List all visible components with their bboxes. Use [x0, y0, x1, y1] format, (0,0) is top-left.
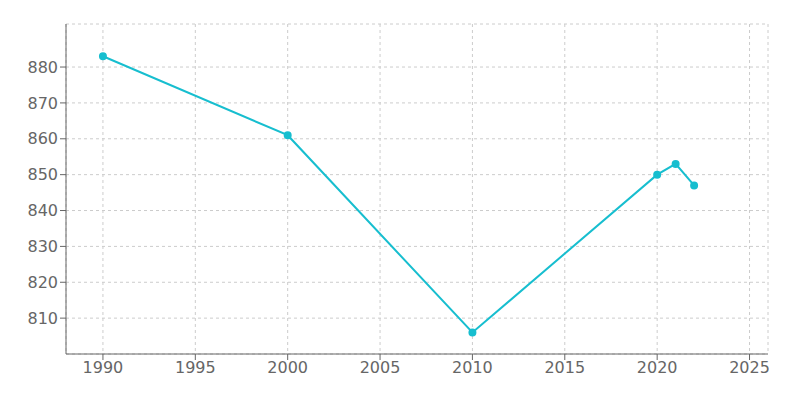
svg-text:810: 810: [27, 309, 58, 328]
svg-text:2000: 2000: [267, 358, 308, 377]
svg-text:860: 860: [27, 129, 58, 148]
svg-text:850: 850: [27, 165, 58, 184]
svg-text:870: 870: [27, 94, 58, 113]
svg-text:2020: 2020: [637, 358, 678, 377]
svg-text:820: 820: [27, 273, 58, 292]
svg-text:2005: 2005: [360, 358, 401, 377]
svg-text:2010: 2010: [452, 358, 493, 377]
svg-text:2015: 2015: [544, 358, 585, 377]
svg-text:1990: 1990: [83, 358, 124, 377]
svg-text:840: 840: [27, 201, 58, 220]
svg-text:880: 880: [27, 58, 58, 77]
svg-text:1995: 1995: [175, 358, 216, 377]
svg-text:830: 830: [27, 237, 58, 256]
svg-text:2025: 2025: [729, 358, 770, 377]
